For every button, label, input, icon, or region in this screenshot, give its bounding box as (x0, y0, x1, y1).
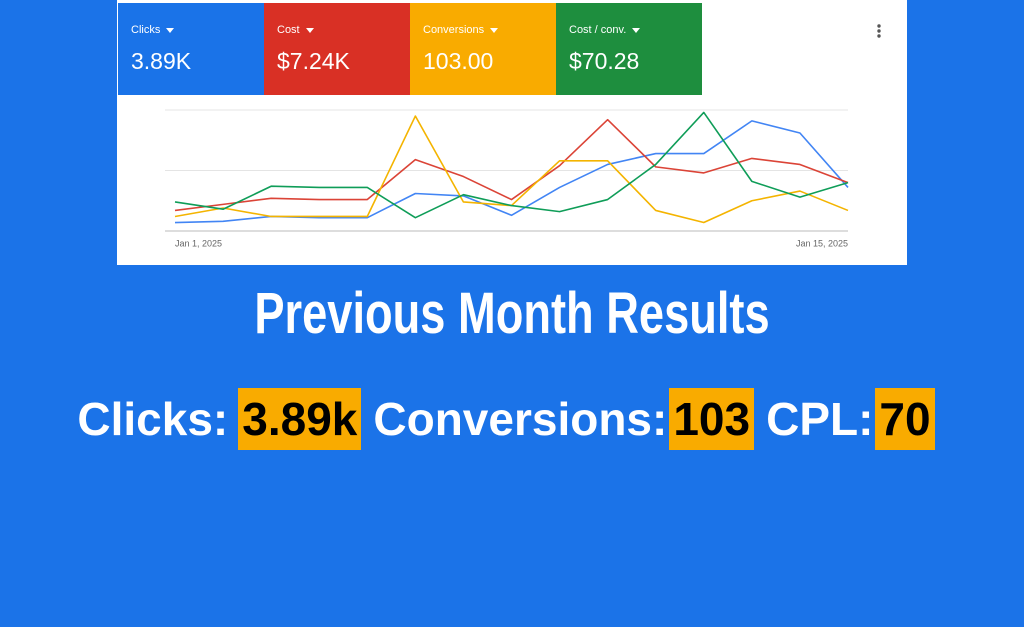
metric-card[interactable]: Cost / conv. $70.28 (556, 3, 702, 95)
summary-item: CPL: 70 (766, 388, 935, 450)
card-label-row: Conversions (423, 24, 499, 36)
card-value: $70.28 (569, 48, 640, 74)
x-tick-label: Jan 1, 2025 (175, 238, 222, 248)
caret-shape (490, 27, 499, 33)
menu-icon[interactable] (877, 24, 881, 38)
card-label-row: Cost / conv. (569, 24, 641, 36)
summary-value: 3.89k (238, 388, 362, 450)
chart: Jan 1, 2025 Jan 15, 2025 (165, 24, 881, 248)
card-value: 3.89K (131, 48, 192, 74)
card-label: Cost (277, 24, 300, 36)
card-value: 103.00 (423, 48, 494, 74)
series-line (174, 120, 849, 224)
caret-shape (305, 27, 314, 33)
caret-shape (166, 27, 175, 33)
dropdown-caret (166, 27, 175, 33)
card-label-row: Cost (277, 24, 314, 36)
menu-dot (877, 29, 881, 33)
x-tick-label: Jan 15, 2025 (796, 238, 848, 248)
dashboard-panel: Jan 1, 2025 Jan 15, 2025 Clicks 3.89K Cost $… (117, 0, 907, 265)
summary-label: CPL: (766, 393, 874, 445)
summary-label: Clicks: (77, 393, 229, 445)
menu-dot (877, 24, 881, 28)
metric-card[interactable]: Cost $7.24K (264, 3, 410, 95)
summary: Clicks: 3.89k Conversions: 103 CPL: 70 (0, 388, 1024, 450)
card-label-row: Clicks (131, 24, 175, 36)
summary-value: 103 (669, 388, 755, 450)
card-label: Clicks (131, 24, 161, 36)
card-label: Conversions (423, 24, 485, 36)
series-line (174, 111, 849, 219)
headline: Previous Month Results (254, 281, 770, 346)
metric-card[interactable]: Clicks 3.89K (118, 3, 264, 95)
summary-item: Clicks: 3.89k (77, 388, 362, 450)
caret-shape (632, 27, 641, 33)
metric-cards: Clicks 3.89K Cost $7.24K Conversions 103.00 Co… (118, 3, 702, 95)
series-line (174, 118, 849, 212)
metric-card[interactable]: Conversions 103.00 (410, 3, 556, 95)
card-value: $7.24K (277, 48, 350, 74)
dropdown-caret (490, 27, 499, 33)
summary-item: Conversions: 103 (373, 388, 755, 450)
dropdown-caret (632, 27, 641, 33)
card-label: Cost / conv. (569, 24, 627, 36)
summary-label: Conversions: (373, 393, 668, 445)
summary-value: 70 (875, 388, 935, 450)
menu-dot (877, 34, 881, 38)
dropdown-caret (305, 27, 314, 33)
series-line (174, 115, 849, 224)
